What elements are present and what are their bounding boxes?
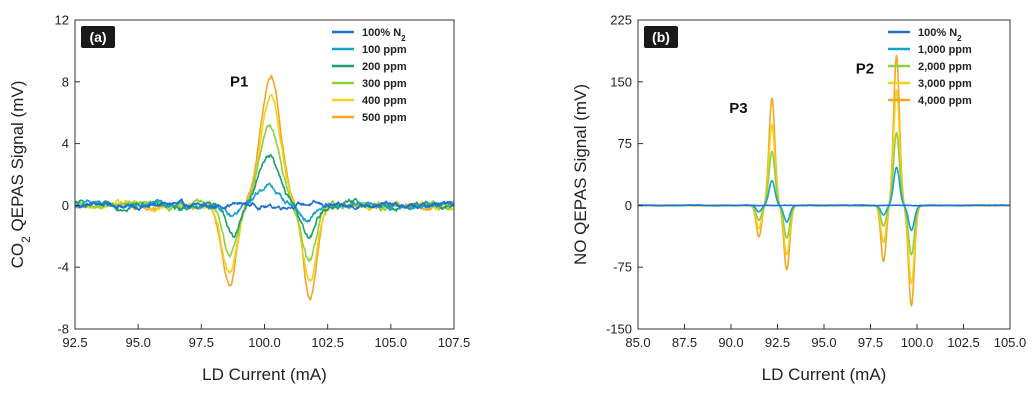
y-tick-label: 0 bbox=[625, 198, 632, 213]
y-tick-label: -4 bbox=[57, 260, 69, 275]
panel-label-text: (a) bbox=[89, 29, 106, 45]
x-tick-label: 90.0 bbox=[718, 335, 743, 350]
legend-label: 200 ppm bbox=[362, 61, 407, 73]
legend-label: 3,000 ppm bbox=[918, 78, 972, 90]
y-tick-label: -75 bbox=[613, 260, 632, 275]
legend-label: 100% N2 bbox=[362, 27, 406, 43]
x-tick-label: 100.0 bbox=[248, 335, 281, 350]
x-tick-label: 87.5 bbox=[672, 335, 697, 350]
panel-b: 85.0 87.5 90.0 92.5 95.0 97.5 100.0 102.5 105.0 -… bbox=[571, 13, 1026, 385]
legend-label: 1,000 ppm bbox=[918, 44, 972, 56]
legend-label: 500 ppm bbox=[362, 112, 407, 124]
series-line-100-ppm bbox=[75, 182, 454, 223]
y-tick-label: 225 bbox=[610, 13, 632, 28]
peak-annotation: P3 bbox=[729, 100, 747, 117]
panel-a: 92.5 95.0 97.5 100.0 102.5 105.0 107.5 -8 -4 0 4 8 1… bbox=[8, 13, 470, 385]
panel-label-text: (b) bbox=[652, 29, 670, 45]
legend-label: 300 ppm bbox=[362, 78, 407, 90]
legend-label: 4,000 ppm bbox=[918, 95, 972, 107]
y-axis-title: CO2 QEPAS Signal (mV) bbox=[8, 81, 33, 269]
x-tick-label: 107.5 bbox=[438, 335, 471, 350]
x-tick-label: 97.5 bbox=[858, 335, 883, 350]
legend-label: 100 ppm bbox=[362, 44, 407, 56]
series-line-2-000-ppm bbox=[638, 131, 1010, 256]
series-group bbox=[638, 54, 1010, 307]
x-tick-label: 95.0 bbox=[811, 335, 836, 350]
panel-label-box bbox=[644, 26, 678, 48]
x-tick-label: 102.5 bbox=[947, 335, 980, 350]
panel-label: (b) bbox=[644, 26, 678, 48]
x-tick-label: 97.5 bbox=[189, 335, 214, 350]
x-tick-label: 95.0 bbox=[126, 335, 151, 350]
x-axis-title: LD Current (mA) bbox=[762, 365, 887, 384]
legend-label: 2,000 ppm bbox=[918, 61, 972, 73]
series-line-100-n bbox=[75, 198, 454, 211]
peak-annotation: P2 bbox=[856, 61, 874, 78]
y-tick-label: 8 bbox=[62, 74, 69, 89]
x-tick-label: 105.0 bbox=[375, 335, 408, 350]
y-tick-label: -8 bbox=[57, 322, 69, 337]
series-line-300-ppm bbox=[75, 123, 454, 263]
legend-label: 100% N2 bbox=[918, 27, 962, 43]
series-line-100-n bbox=[638, 204, 1010, 207]
y-tick-label: 150 bbox=[610, 74, 632, 89]
series-group bbox=[75, 74, 454, 301]
x-axis-title: LD Current (mA) bbox=[202, 365, 327, 384]
series-line-1-000-ppm bbox=[638, 166, 1010, 232]
legend: 100% N21,000 ppm 2,000 ppm 3,000 ppm 4,000 … bbox=[888, 27, 972, 107]
panel-label: (a) bbox=[81, 26, 115, 48]
legend-label: 400 ppm bbox=[362, 95, 407, 107]
series-line-4-000-ppm bbox=[638, 54, 1010, 307]
x-tick-label: 92.5 bbox=[765, 335, 790, 350]
x-tick-label: 100.0 bbox=[901, 335, 934, 350]
series-line-200-ppm bbox=[75, 153, 454, 240]
y-tick-label: 12 bbox=[55, 13, 69, 28]
y-tick-label: 4 bbox=[62, 136, 69, 151]
peak-annotation: P1 bbox=[230, 73, 248, 90]
y-axis-title: NO QEPAS Signal (mV) bbox=[571, 84, 590, 265]
panel-label-box bbox=[81, 26, 115, 48]
y-tick-label: 0 bbox=[62, 198, 69, 213]
y-tick-label: -150 bbox=[606, 322, 632, 337]
x-tick-label: 92.5 bbox=[62, 335, 87, 350]
x-tick-label: 105.0 bbox=[994, 335, 1027, 350]
series-line-3-000-ppm bbox=[638, 89, 1010, 285]
x-tick-label: 85.0 bbox=[625, 335, 650, 350]
y-tick-label: 75 bbox=[618, 136, 632, 151]
x-tick-label: 102.5 bbox=[311, 335, 344, 350]
